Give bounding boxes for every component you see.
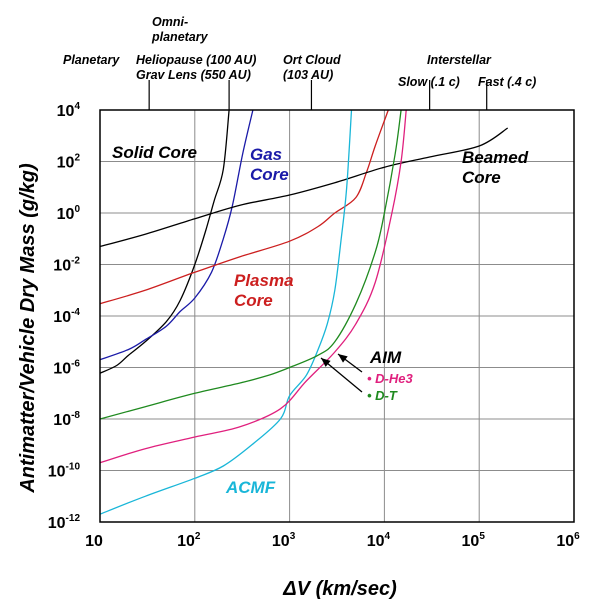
series-label-solid: Solid Core — [112, 143, 197, 162]
top-marker-label: Omni-planetary — [151, 15, 209, 44]
series-line-dhe3 — [99, 109, 407, 464]
y-tick-label: 102 — [57, 153, 81, 172]
x-axis-title: ΔV (km/sec) — [282, 578, 397, 600]
top-marker-label: Planetary — [63, 53, 120, 67]
top-marker-label: Ort Cloud (103 AU) — [283, 53, 341, 82]
y-tick-label: 10-8 — [53, 410, 80, 429]
x-tick-label: 105 — [462, 531, 486, 550]
aim-arrow-dhe3-head — [338, 354, 348, 363]
series-line-gas — [99, 109, 254, 361]
x-axis-title-rest: V (km/sec) — [297, 578, 397, 600]
grid-layer — [100, 110, 574, 522]
y-tick-label: 100 — [57, 204, 81, 223]
series-label-dt: • D-T — [367, 388, 398, 403]
y-tick-label: 10-4 — [53, 307, 80, 326]
x-axis-title-symbol: Δ — [282, 578, 296, 600]
series-label-acmf: ACMF — [225, 478, 276, 497]
series-line-solid — [99, 109, 230, 374]
y-tick-label: 104 — [57, 101, 81, 120]
series-label-plasma: Plasma Core — [234, 271, 294, 310]
top-marker-label: Slow (.1 c) — [398, 75, 460, 89]
top-marker-label: Fast (.4 c) — [478, 75, 536, 89]
y-tick-label: 10-6 — [53, 359, 80, 378]
series-line-plasma — [99, 109, 389, 305]
series-label-aim: AIM — [369, 348, 402, 367]
x-tick-label: 103 — [272, 531, 296, 550]
series-label-gas: Gas Core — [250, 145, 289, 184]
series-line-dt — [99, 109, 402, 420]
x-tick-label: 106 — [556, 531, 580, 550]
top-marker-layer: Planetary Omni-planetary Heliopause (100 A… — [63, 15, 536, 110]
y-tick-label: 10-10 — [48, 462, 81, 481]
series-line-acmf — [99, 109, 353, 515]
top-marker-label: Interstellar — [427, 53, 492, 67]
x-tick-label: 104 — [367, 531, 391, 550]
x-tick-label: 10 — [85, 533, 103, 550]
series-label-layer: Solid Core Gas Core Plasma Core Beamed Core ACM… — [112, 143, 529, 497]
series-label-dhe3: • D-He3 — [367, 371, 413, 386]
y-tick-label: 10-2 — [53, 256, 80, 275]
top-marker-label: Heliopause (100 AU) Grav Lens (550 AU) — [136, 53, 256, 82]
plot-frame — [99, 109, 575, 523]
x-tick-label: 102 — [177, 531, 201, 550]
aim-arrow-dt-head — [321, 358, 331, 367]
curve-layer — [99, 109, 509, 515]
series-line-beamed — [99, 127, 509, 248]
series-label-beamed: Beamed Core — [462, 148, 529, 187]
y-tick-label: 10-12 — [48, 513, 81, 532]
y-axis-title: Antimatter/Vehicle Dry Mass (g/kg) — [17, 163, 39, 494]
frame-layer — [99, 109, 575, 523]
tick-layer: 10 102 103 104 105 106 10-12 10-10 10-8 10-6 10-4 1… — [48, 101, 580, 550]
